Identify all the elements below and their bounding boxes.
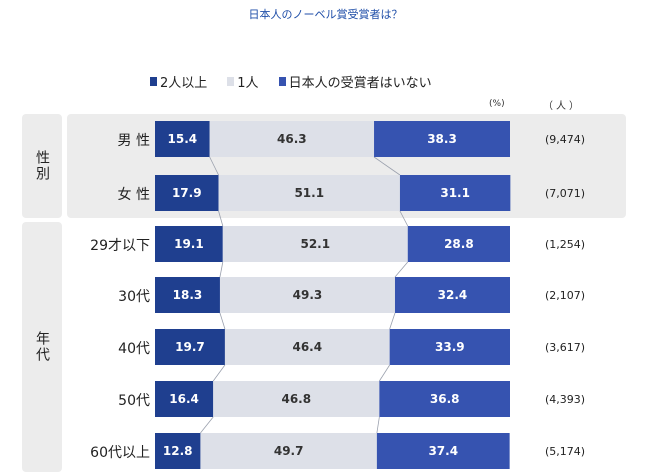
- data-label-2plus: 16.4: [169, 392, 199, 406]
- bar-segment-1: [200, 433, 377, 469]
- data-label-2plus: 19.7: [175, 340, 205, 354]
- data-label-none: 33.9: [435, 340, 465, 354]
- legend-swatch-1: [227, 76, 235, 86]
- bar-segment-2plus: [155, 277, 220, 313]
- category-label: 女 性: [117, 187, 150, 203]
- data-label-1: 49.7: [274, 444, 304, 458]
- group-label-age: 年代: [34, 331, 50, 363]
- bar-segment-1: [213, 381, 380, 417]
- category-label: 男 性: [117, 133, 150, 149]
- bar-segment-none: [389, 329, 510, 365]
- bar-segment-2plus: [155, 433, 201, 469]
- category-label: 30代: [118, 289, 150, 305]
- sample-size-label: (4,393): [545, 393, 586, 406]
- connector-line: [219, 261, 224, 278]
- connector-line: [389, 312, 396, 330]
- connector-line: [219, 312, 226, 330]
- sample-size-label: (7,071): [545, 187, 586, 200]
- data-label-2plus: 19.1: [174, 237, 204, 251]
- bar-segment-2plus: [155, 121, 210, 157]
- bar-segment-2plus: [155, 175, 219, 211]
- data-label-none: 38.3: [427, 132, 457, 146]
- legend-item-1: 1人: [227, 72, 259, 91]
- legend-label-1: 1人: [237, 75, 259, 91]
- data-label-2plus: 12.8: [163, 444, 193, 458]
- category-label: 40代: [118, 341, 150, 357]
- data-label-none: 36.8: [430, 392, 460, 406]
- connector-line: [212, 364, 226, 382]
- connector-line: [394, 261, 409, 278]
- unit-people: （人）: [543, 101, 582, 112]
- data-label-none: 31.1: [440, 186, 470, 200]
- bar-segment-2plus: [155, 329, 225, 365]
- data-label-2plus: 18.3: [173, 288, 203, 302]
- sample-size-label: (1,254): [545, 238, 586, 251]
- connector-line: [218, 210, 224, 227]
- legend-label-none: 日本人の受賞者はいない: [288, 75, 432, 91]
- bar-segment-1: [219, 277, 395, 313]
- data-label-2plus: 15.4: [168, 132, 198, 146]
- legend-label-2plus: 2人以上: [160, 75, 208, 91]
- bar-segment-none: [407, 226, 510, 262]
- connector-line: [399, 210, 409, 227]
- category-label: 60代以上: [90, 445, 150, 461]
- data-label-1: 46.4: [292, 340, 322, 354]
- unit-percent: (%): [489, 99, 505, 109]
- bar-segment-1: [209, 121, 375, 157]
- bar-segment-2plus: [155, 226, 223, 262]
- bar-segment-1: [224, 329, 390, 365]
- sample-size-label: (5,174): [545, 445, 586, 458]
- bar-segment-1: [218, 175, 400, 211]
- legend-swatch-none: [278, 76, 286, 86]
- category-label: 29才以下: [90, 238, 150, 254]
- connector-line: [200, 416, 214, 434]
- chart-title: 日本人のノーベル賞受賞者は？: [248, 8, 403, 21]
- sample-size-label: (3,617): [545, 341, 586, 354]
- data-label-1: 51.1: [294, 186, 324, 200]
- bar-segment-none: [374, 121, 510, 157]
- data-label-2plus: 17.9: [172, 186, 202, 200]
- group-label-gender: 性別: [34, 150, 50, 182]
- data-label-1: 46.3: [277, 132, 307, 146]
- data-label-none: 37.4: [428, 444, 458, 458]
- legend-swatch-2plus: [150, 76, 157, 86]
- bar-segment-none: [376, 433, 510, 469]
- category-label: 50代: [118, 393, 150, 409]
- legend-item-2plus: 2人以上: [150, 72, 207, 91]
- bar-segment-1: [222, 226, 408, 262]
- data-label-none: 32.4: [438, 288, 468, 302]
- sample-size-label: (9,474): [545, 133, 586, 146]
- group-bg-gender-label: [22, 114, 62, 218]
- bar-segment-none: [394, 277, 510, 313]
- connector-line: [376, 416, 380, 434]
- legend-item-none: 日本人の受賞者はいない: [278, 72, 432, 91]
- connector-line: [209, 156, 219, 176]
- bar-segment-none: [379, 381, 510, 417]
- connector-line: [373, 156, 401, 176]
- legend: 2人以上 1人 日本人の受賞者はいない: [150, 72, 452, 91]
- connector-line: [379, 364, 390, 382]
- bar-segment-2plus: [155, 381, 214, 417]
- data-label-1: 49.3: [293, 288, 323, 302]
- sample-size-label: (2,107): [545, 289, 586, 302]
- bar-segment-none: [399, 175, 511, 211]
- data-label-none: 28.8: [444, 237, 474, 251]
- data-label-1: 52.1: [300, 237, 330, 251]
- data-label-1: 46.8: [281, 392, 311, 406]
- group-bg-age-label: [22, 222, 62, 472]
